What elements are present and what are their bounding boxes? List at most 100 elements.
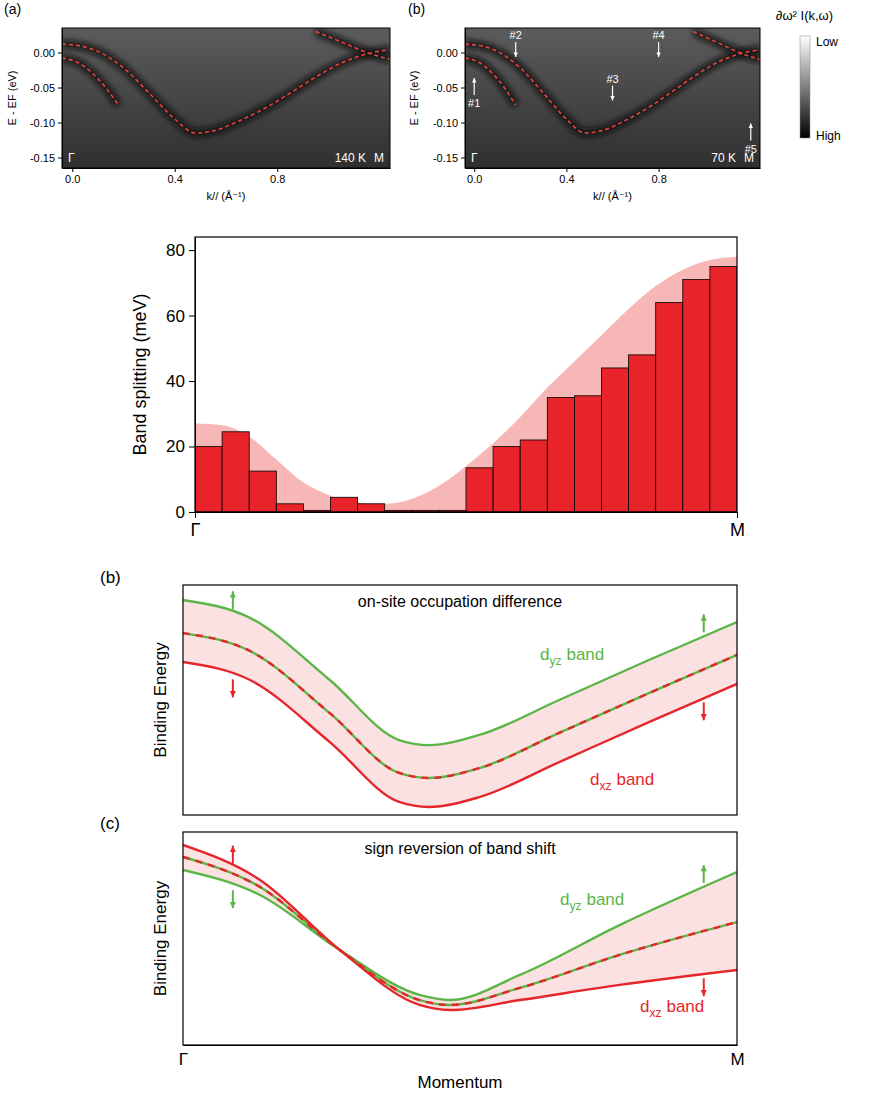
plot-frame — [62, 28, 390, 168]
colorbar-label: Low — [816, 35, 838, 49]
axis-line — [184, 1045, 738, 1046]
tick: 20 — [166, 437, 195, 456]
tick: 0.0 — [467, 168, 482, 185]
splitting-area — [183, 845, 737, 1010]
plot-area — [183, 845, 737, 1010]
schematic-panel: dyz banddxz bandsign reversion of band s… — [100, 814, 745, 1092]
plot-area — [195, 257, 737, 512]
text-part: d — [640, 997, 649, 1016]
tick-label: -0.10 — [433, 117, 458, 129]
tick-label: 0.8 — [651, 173, 666, 185]
tick: 0.4 — [559, 168, 574, 185]
tick-label: -0.10 — [30, 117, 55, 129]
tick-mark — [461, 123, 465, 124]
axis-line — [465, 29, 466, 169]
annotation: #4 — [652, 29, 664, 41]
text-subscript: xz — [649, 1006, 661, 1020]
axis-line — [63, 168, 391, 169]
tick-label: -0.05 — [433, 82, 458, 94]
tick: 0.8 — [651, 168, 666, 185]
bar — [331, 497, 358, 512]
tick-mark — [461, 53, 465, 54]
tick-label: 0.8 — [270, 173, 285, 185]
band-feature — [316, 32, 390, 60]
plot-area — [465, 32, 760, 134]
tick-label: 0.0 — [467, 173, 482, 185]
tick-mark — [189, 512, 195, 513]
tick-label: 40 — [166, 372, 185, 391]
annotation: #5 — [745, 143, 757, 155]
bar — [466, 468, 493, 512]
arpes-panel: 0.00.40.80.00-0.05-0.10-0.15k// (Å⁻¹)E -… — [408, 1, 841, 202]
arrow-head — [230, 691, 236, 697]
tick-mark — [189, 381, 195, 382]
y-axis-title: Band splitting (meV) — [130, 293, 150, 455]
band-line-underlay — [183, 633, 737, 778]
y-axis: 0.00-0.05-0.10-0.15 — [433, 29, 466, 169]
axis-line — [195, 238, 196, 513]
point-label: Γ — [68, 151, 75, 165]
tick-label: 20 — [166, 437, 185, 456]
tick-label: 80 — [166, 241, 185, 260]
text-subscript: xz — [599, 779, 611, 793]
band-line — [62, 44, 390, 133]
plot-frame — [195, 237, 737, 512]
band-line — [693, 32, 760, 60]
y-axis-title: E - EF (eV) — [408, 70, 420, 125]
arrow-head — [230, 591, 236, 597]
bar — [249, 471, 276, 512]
y-axis: 0.00-0.05-0.10-0.15 — [30, 29, 63, 169]
tick-mark — [58, 88, 62, 89]
tick: -0.15 — [30, 152, 62, 164]
series-label: dyz band — [540, 645, 604, 668]
plot-area — [62, 32, 390, 134]
tick: 0.00 — [437, 47, 465, 59]
plot-frame — [183, 585, 737, 815]
band-line — [183, 857, 737, 1005]
arrow-head — [230, 902, 236, 908]
tick-mark — [659, 168, 660, 172]
arrow-head — [472, 78, 476, 83]
bar — [683, 280, 710, 512]
axis-line — [196, 512, 738, 513]
band-line — [183, 662, 737, 807]
arrow-head — [656, 53, 660, 58]
panel-title: on-site occupation difference — [358, 593, 562, 610]
arrow-head — [701, 990, 707, 996]
axis-line — [62, 29, 63, 169]
tick: Γ — [179, 1045, 188, 1069]
arrow-head — [701, 865, 707, 871]
panel-label: (a) — [4, 1, 21, 17]
plot-area — [183, 600, 737, 807]
tick-label: -0.15 — [30, 152, 55, 164]
axis-line — [466, 168, 761, 169]
tick-mark — [189, 250, 195, 251]
tick: -0.10 — [433, 117, 465, 129]
tick: 60 — [166, 307, 195, 326]
bar — [520, 440, 547, 512]
tick-mark — [461, 158, 465, 159]
bar — [547, 397, 574, 512]
tick: -0.10 — [30, 117, 62, 129]
image-background — [62, 28, 390, 168]
tick-mark — [195, 512, 196, 518]
temperature-label: 140 K — [335, 151, 366, 165]
bar — [710, 266, 737, 512]
envelope-area — [195, 257, 737, 512]
x-axis: 0.0 0.4 0.8 — [466, 168, 761, 185]
panel-title: sign reversion of band shift — [364, 840, 556, 857]
point-label: Γ — [471, 151, 478, 165]
temperature-label: 70 K — [711, 151, 736, 165]
x-axis-title: Momentum — [417, 1073, 502, 1092]
text-part: d — [540, 645, 549, 664]
x-axis: ΓM — [191, 512, 745, 540]
tick-label: 0.00 — [34, 47, 55, 59]
series-label: dxz band — [640, 997, 704, 1020]
bar — [574, 396, 601, 512]
text-part: band — [562, 645, 605, 664]
band-line — [316, 32, 390, 60]
arrow-head — [749, 124, 753, 129]
tick-label: M — [730, 1050, 744, 1069]
annotation: #1 — [468, 97, 480, 109]
panel-label: (b) — [408, 1, 425, 17]
